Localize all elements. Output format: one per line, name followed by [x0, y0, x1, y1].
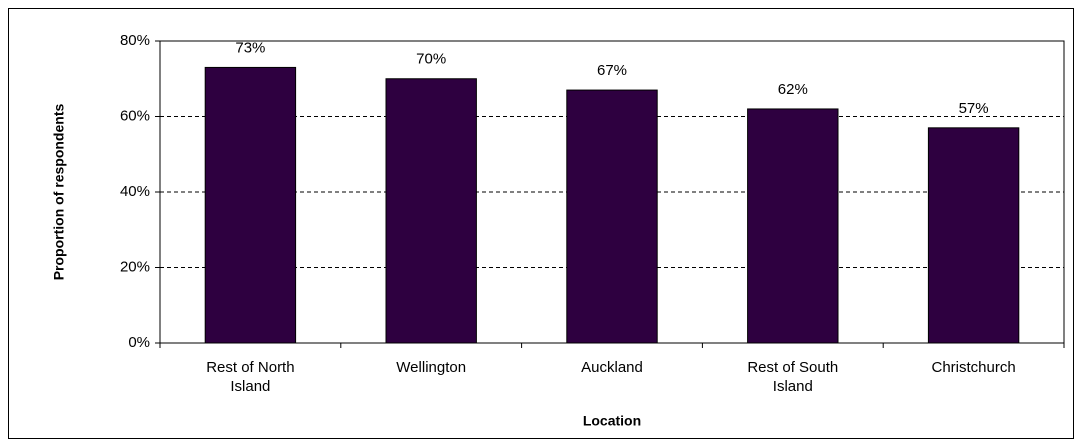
y-tick-label: 20%: [120, 258, 150, 275]
data-label: 62%: [778, 81, 808, 98]
x-tick-label: Auckland: [581, 359, 643, 376]
y-tick-label: 80%: [120, 32, 150, 49]
y-axis-label: Proportion of respondents: [51, 104, 67, 281]
data-label: 67%: [597, 62, 627, 79]
x-tick-label: Rest of North Island: [206, 359, 295, 395]
chart-border: [8, 8, 1074, 439]
x-axis-label: Location: [583, 413, 641, 429]
data-label: 57%: [959, 100, 989, 117]
y-tick-label: 40%: [120, 183, 150, 200]
data-label: 70%: [416, 51, 446, 68]
bar: [747, 108, 839, 344]
bar: [204, 66, 297, 344]
x-tick-label: Wellington: [396, 359, 467, 376]
x-tick-label: Rest of South Island: [747, 359, 839, 395]
bar: [927, 127, 1020, 344]
y-tick-label: 60%: [120, 107, 150, 124]
y-tick-label: 0%: [128, 334, 150, 351]
data-label: 73%: [235, 39, 265, 56]
bar: [385, 78, 477, 344]
bar: [566, 89, 658, 344]
x-tick-label: Christchurch: [931, 359, 1016, 376]
